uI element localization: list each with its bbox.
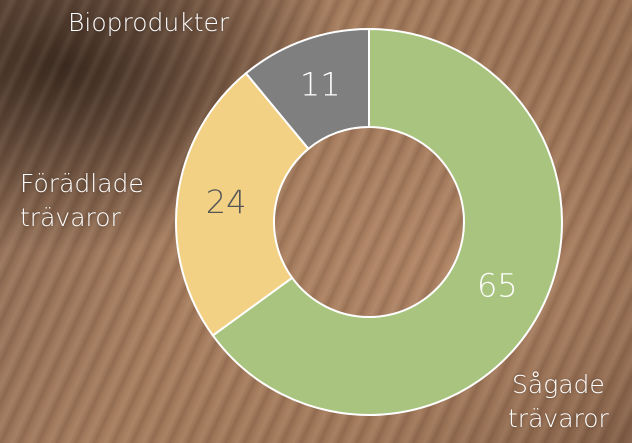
category-label: Förädlade trävaror	[20, 167, 144, 235]
value-label: 24	[206, 183, 247, 221]
category-label: Bioprodukter	[68, 6, 229, 40]
category-label: Sågade trävaror	[508, 368, 609, 436]
chart: 65 24 11 Sågade trävaror Förädlade trävaror…	[0, 0, 632, 443]
value-label: 65	[477, 266, 518, 304]
value-label: 11	[300, 66, 341, 104]
